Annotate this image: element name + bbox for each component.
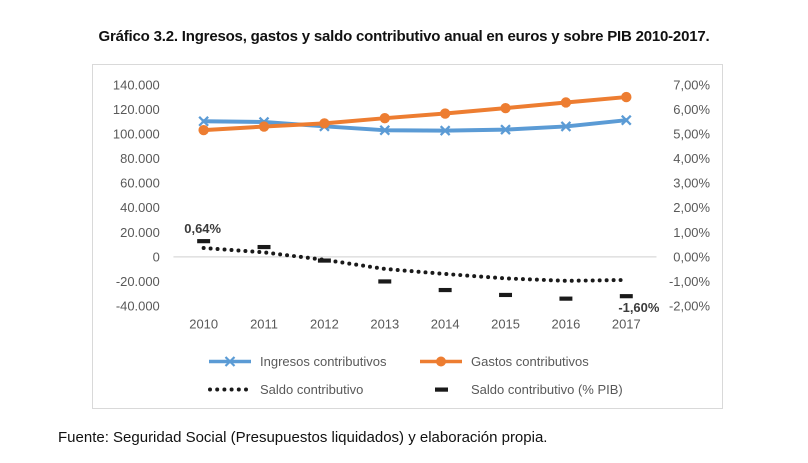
left-axis-tick-label: 80.000 <box>120 151 160 166</box>
right-axis-tick-label: -1,00% <box>669 274 711 289</box>
marker-ingresos-contributivos <box>560 121 572 132</box>
chart-area: 140.000 120.000 100.000 80.000 60.000 40.000 2… <box>92 64 723 409</box>
left-axis-tick-label: 100.000 <box>113 127 160 142</box>
x-axis-label: 2012 <box>310 316 339 331</box>
source-note: Fuente: Seguridad Social (Presupuestos l… <box>58 429 548 446</box>
marker-saldo-contributivo-pib <box>559 296 573 301</box>
series-line-ingresos-contributivos <box>201 118 629 133</box>
right-axis-tick-label: 3,00% <box>673 176 710 191</box>
x-axis-label: 2017 <box>612 316 641 331</box>
left-axis-tick-label: 40.000 <box>120 200 160 215</box>
left-axis-tick-label: 0 <box>153 249 160 264</box>
left-axis-tick-label: -40.000 <box>116 299 160 314</box>
x-axis-label: 2010 <box>189 316 218 331</box>
marker-gastos-contributivos <box>439 108 451 119</box>
x-axis-label: 2016 <box>552 316 581 331</box>
series-line-gastos-contributivos <box>201 95 629 133</box>
series-line-saldo-contributivo <box>201 246 629 283</box>
left-axis-tick-label: 140.000 <box>113 77 160 92</box>
plot-svg: 140.000 120.000 100.000 80.000 60.000 40.000 2… <box>113 77 711 331</box>
marker-gastos-contributivos <box>621 91 632 103</box>
marker-saldo-contributivo-pib <box>499 292 513 298</box>
right-axis-tick-label: 7,00% <box>673 77 710 92</box>
marker-saldo-contributivo-pib <box>317 258 331 263</box>
marker-saldo-contributivo-pib <box>257 244 271 250</box>
marker-saldo-contributivo-pib <box>197 239 211 244</box>
marker-saldo-contributivo-pib <box>619 294 633 299</box>
right-axis-tick-label: 5,00% <box>673 127 710 142</box>
right-axis-tick-label: 0,00% <box>673 249 710 264</box>
right-axis-tick-label: 1,00% <box>673 225 710 240</box>
x-axis-label: 2013 <box>370 316 399 331</box>
right-axis-tick-label: 4,00% <box>673 151 710 166</box>
right-axis-tick-label: 2,00% <box>673 200 710 215</box>
marker-gastos-contributivos <box>319 118 330 129</box>
data-label: -1,60% <box>618 300 660 315</box>
marker-gastos-contributivos <box>258 121 270 132</box>
x-axis-label: 2011 <box>250 316 278 331</box>
marker-saldo-contributivo-pib <box>438 287 452 293</box>
left-axis-tick-label: 120.000 <box>113 102 160 117</box>
left-axis-tick-label: 60.000 <box>120 176 160 191</box>
marker-gastos-contributivos <box>500 102 511 114</box>
marker-ingresos-contributivos <box>620 114 632 126</box>
right-axis-tick-label: 6,00% <box>673 102 710 117</box>
marker-ingresos-contributivos <box>198 115 209 127</box>
data-label: 0,64% <box>184 221 221 236</box>
left-axis-tick-label: -20.000 <box>116 274 160 289</box>
marker-ingresos-contributivos <box>500 124 511 135</box>
marker-gastos-contributivos <box>198 124 209 136</box>
right-axis-tick-label: -2,00% <box>669 299 711 314</box>
x-axis-label: 2015 <box>491 316 520 331</box>
marker-gastos-contributivos <box>560 97 572 108</box>
chart-title: Gráfico 3.2. Ingresos, gastos y saldo co… <box>98 28 710 45</box>
x-axis-label: 2014 <box>431 316 460 331</box>
marker-gastos-contributivos <box>379 113 390 124</box>
marker-ingresos-contributivos <box>439 125 451 136</box>
left-axis-tick-label: 20.000 <box>120 225 160 240</box>
marker-saldo-contributivo-pib <box>378 279 392 284</box>
marker-ingresos-contributivos <box>379 124 391 136</box>
